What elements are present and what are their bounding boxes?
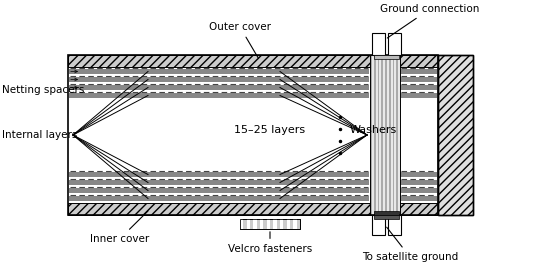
Bar (389, 55, 391, 215)
Bar (391, 55, 393, 215)
Bar (240, 219, 300, 229)
Bar (372, 215, 385, 235)
Bar (394, 55, 396, 215)
Bar (260, 219, 263, 229)
Bar (267, 219, 270, 229)
Bar (247, 219, 250, 229)
Bar (370, 55, 372, 215)
Bar (379, 55, 381, 215)
Bar (69, 85, 369, 90)
Bar (400, 69, 437, 74)
Bar (372, 55, 374, 215)
Bar (69, 77, 369, 82)
Bar (398, 55, 400, 215)
Bar (375, 55, 378, 215)
Bar (240, 219, 243, 229)
Text: Internal layers: Internal layers (2, 130, 77, 140)
Bar (387, 55, 389, 215)
Bar (400, 196, 437, 201)
Bar (400, 172, 437, 177)
Bar (374, 211, 399, 215)
Text: 15–25 layers: 15–25 layers (234, 125, 306, 135)
Bar (370, 55, 400, 215)
Bar (400, 188, 437, 193)
Bar (68, 55, 438, 215)
Bar (69, 180, 369, 185)
Bar (69, 69, 369, 74)
Bar (388, 33, 401, 55)
Bar (400, 93, 437, 98)
Bar (69, 93, 369, 98)
Bar (287, 219, 290, 229)
Bar (374, 55, 375, 215)
Bar (438, 55, 473, 215)
Bar (396, 55, 398, 215)
Bar (400, 85, 437, 90)
Bar (69, 188, 369, 193)
Bar (240, 219, 300, 229)
Bar (69, 172, 369, 177)
Bar (388, 215, 401, 235)
Text: Washers: Washers (350, 125, 397, 135)
Text: Netting spacers: Netting spacers (2, 85, 84, 95)
Bar (385, 55, 387, 215)
Bar (374, 215, 399, 219)
Bar (378, 55, 379, 215)
Bar (372, 33, 385, 55)
Bar (383, 55, 385, 215)
Text: Velcro fasteners: Velcro fasteners (228, 232, 312, 254)
Text: Inner cover: Inner cover (90, 211, 149, 244)
Bar (68, 55, 438, 67)
Text: Ground connection: Ground connection (380, 4, 480, 38)
Bar (400, 77, 437, 82)
Bar (68, 203, 438, 215)
Bar (438, 55, 473, 215)
Bar (273, 219, 276, 229)
Bar (280, 219, 283, 229)
Bar (381, 55, 383, 215)
Bar (400, 180, 437, 185)
Bar (374, 55, 399, 59)
Bar (253, 219, 256, 229)
Text: To satellite ground: To satellite ground (362, 227, 458, 262)
Bar (293, 219, 296, 229)
Bar (69, 196, 369, 201)
Text: Outer cover: Outer cover (209, 22, 271, 59)
Bar (393, 55, 394, 215)
